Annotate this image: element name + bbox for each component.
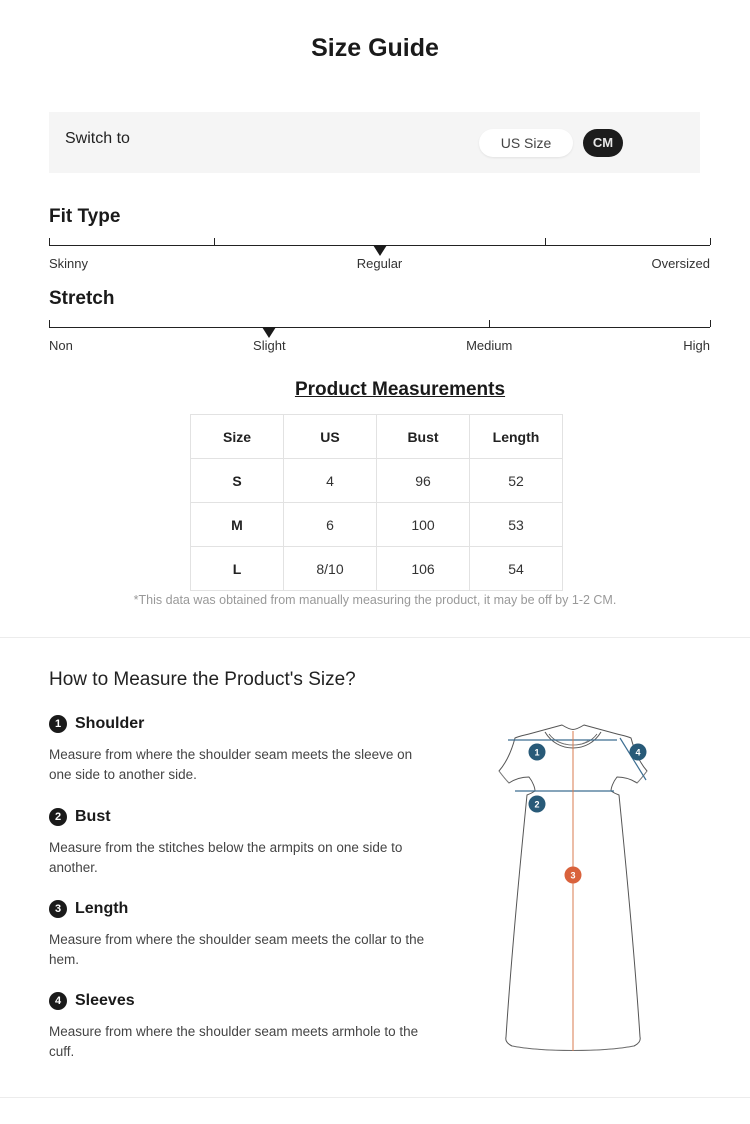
svg-text:1: 1: [534, 747, 539, 757]
svg-text:3: 3: [570, 870, 575, 880]
svg-text:2: 2: [534, 799, 539, 809]
svg-text:4: 4: [635, 747, 640, 757]
